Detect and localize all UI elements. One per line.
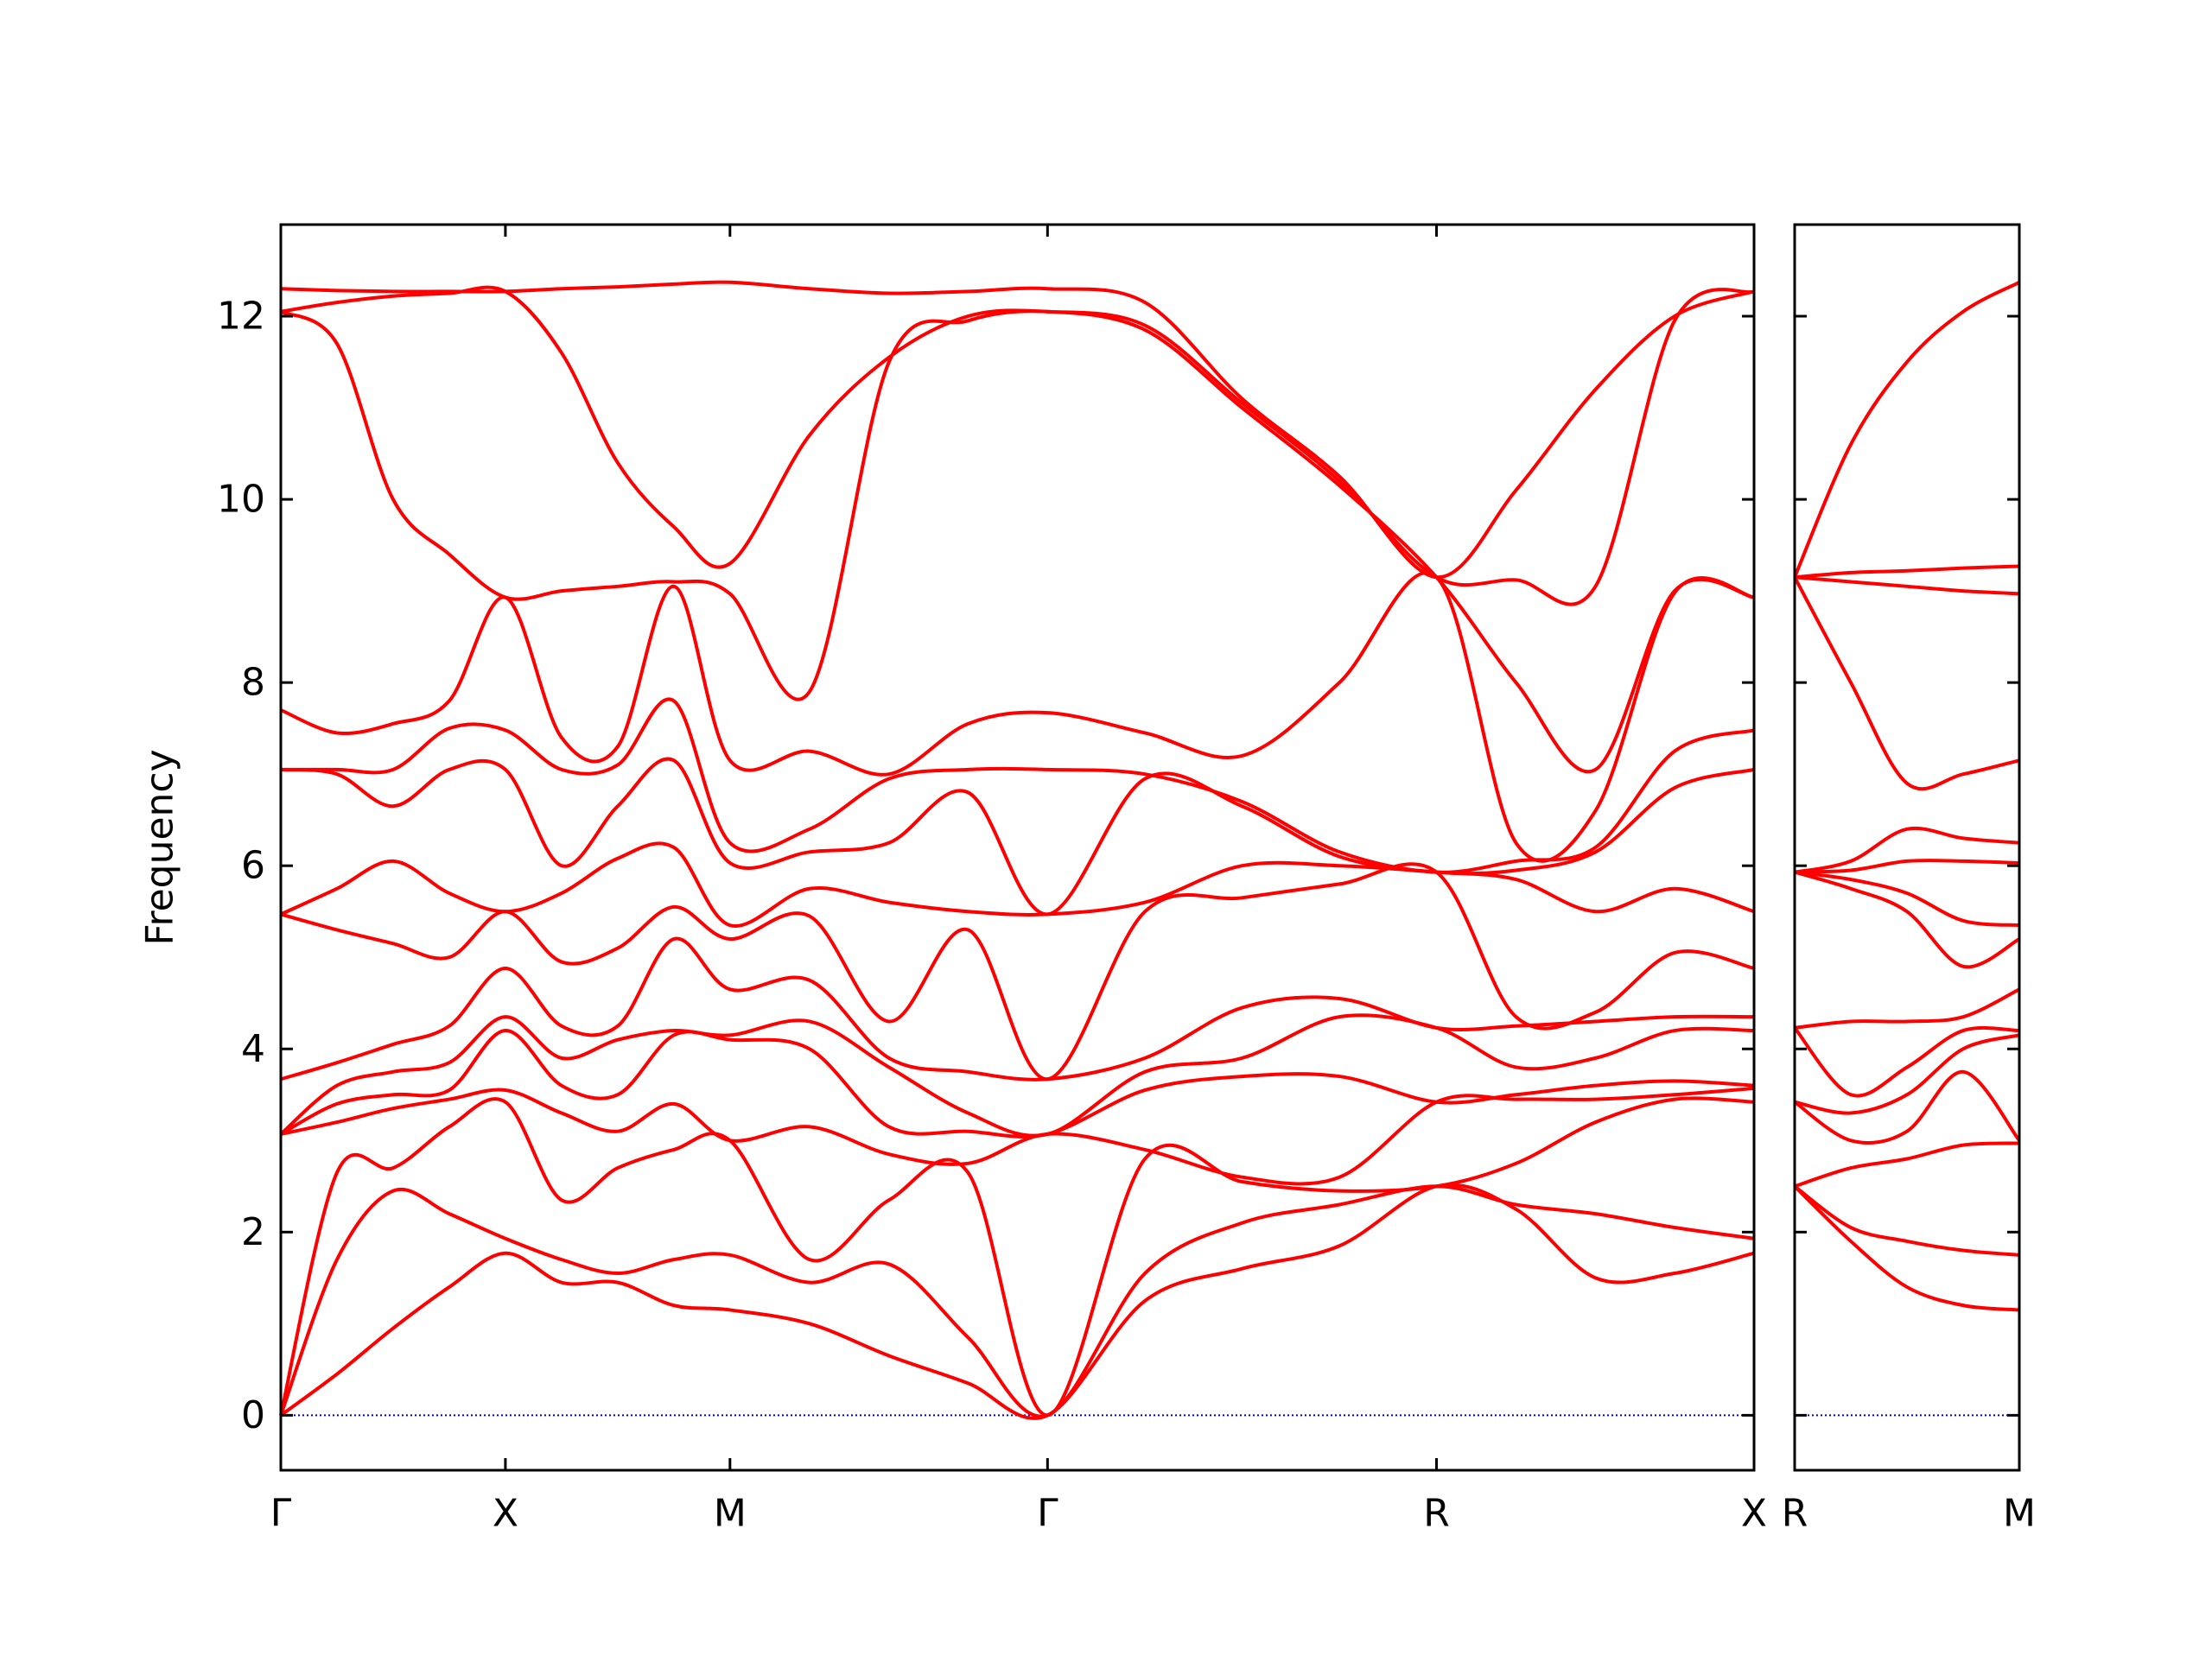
- band-line: [1794, 870, 2020, 928]
- y-axis-label: Frequency: [138, 749, 182, 945]
- band-line: [1793, 576, 2020, 791]
- band-line: [279, 1184, 1755, 1418]
- plot-frame: [1793, 223, 2021, 1472]
- band-line: [280, 571, 1755, 863]
- band-line: [279, 1013, 1755, 1138]
- y-tick-label: 12: [217, 295, 265, 339]
- x-tick-label: M: [714, 1492, 747, 1536]
- band-line: [280, 280, 1755, 580]
- y-tick-label: 0: [241, 1393, 265, 1437]
- band-line: [280, 757, 1755, 917]
- y-tick-label: 6: [241, 844, 265, 888]
- x-tick-label: Γ: [1037, 1492, 1058, 1536]
- band-line: [1794, 826, 2020, 874]
- band-line: [1793, 1069, 2021, 1145]
- band-line: [1794, 1141, 2020, 1189]
- band-line: [280, 936, 1755, 1082]
- band-line: [279, 1183, 1755, 1420]
- band-line: [279, 1096, 1755, 1418]
- band-line: [1794, 575, 2020, 596]
- band-line: [1793, 1184, 2020, 1312]
- band-line: [1794, 859, 2020, 874]
- band-line: [280, 841, 1755, 929]
- band-line: [1794, 564, 2020, 580]
- band-line: [1794, 1033, 2020, 1115]
- y-tick-label: 4: [241, 1027, 265, 1071]
- x-tick-label: R: [1423, 1492, 1450, 1536]
- band-line: [1794, 870, 2021, 969]
- x-tick-label: X: [493, 1492, 518, 1536]
- y-tick-label: 8: [241, 661, 265, 705]
- y-tick-label: 2: [241, 1210, 265, 1254]
- band-line: [280, 1029, 1755, 1139]
- plot-frame: [279, 223, 1756, 1472]
- band-line: [1794, 987, 2020, 1030]
- x-tick-label: Γ: [270, 1492, 292, 1536]
- band-line: [280, 862, 1755, 1082]
- band-line: [280, 697, 1755, 874]
- band-line: [280, 285, 1755, 606]
- x-tick-label: M: [2003, 1492, 2036, 1536]
- band-line: [280, 309, 1755, 774]
- x-tick-label: R: [1782, 1492, 1808, 1536]
- y-tick-label: 10: [217, 478, 265, 522]
- x-tick-label: X: [1741, 1492, 1767, 1536]
- band-line: [1793, 1025, 2020, 1098]
- band-line: [1793, 1184, 2020, 1257]
- band-line: [1793, 281, 2020, 578]
